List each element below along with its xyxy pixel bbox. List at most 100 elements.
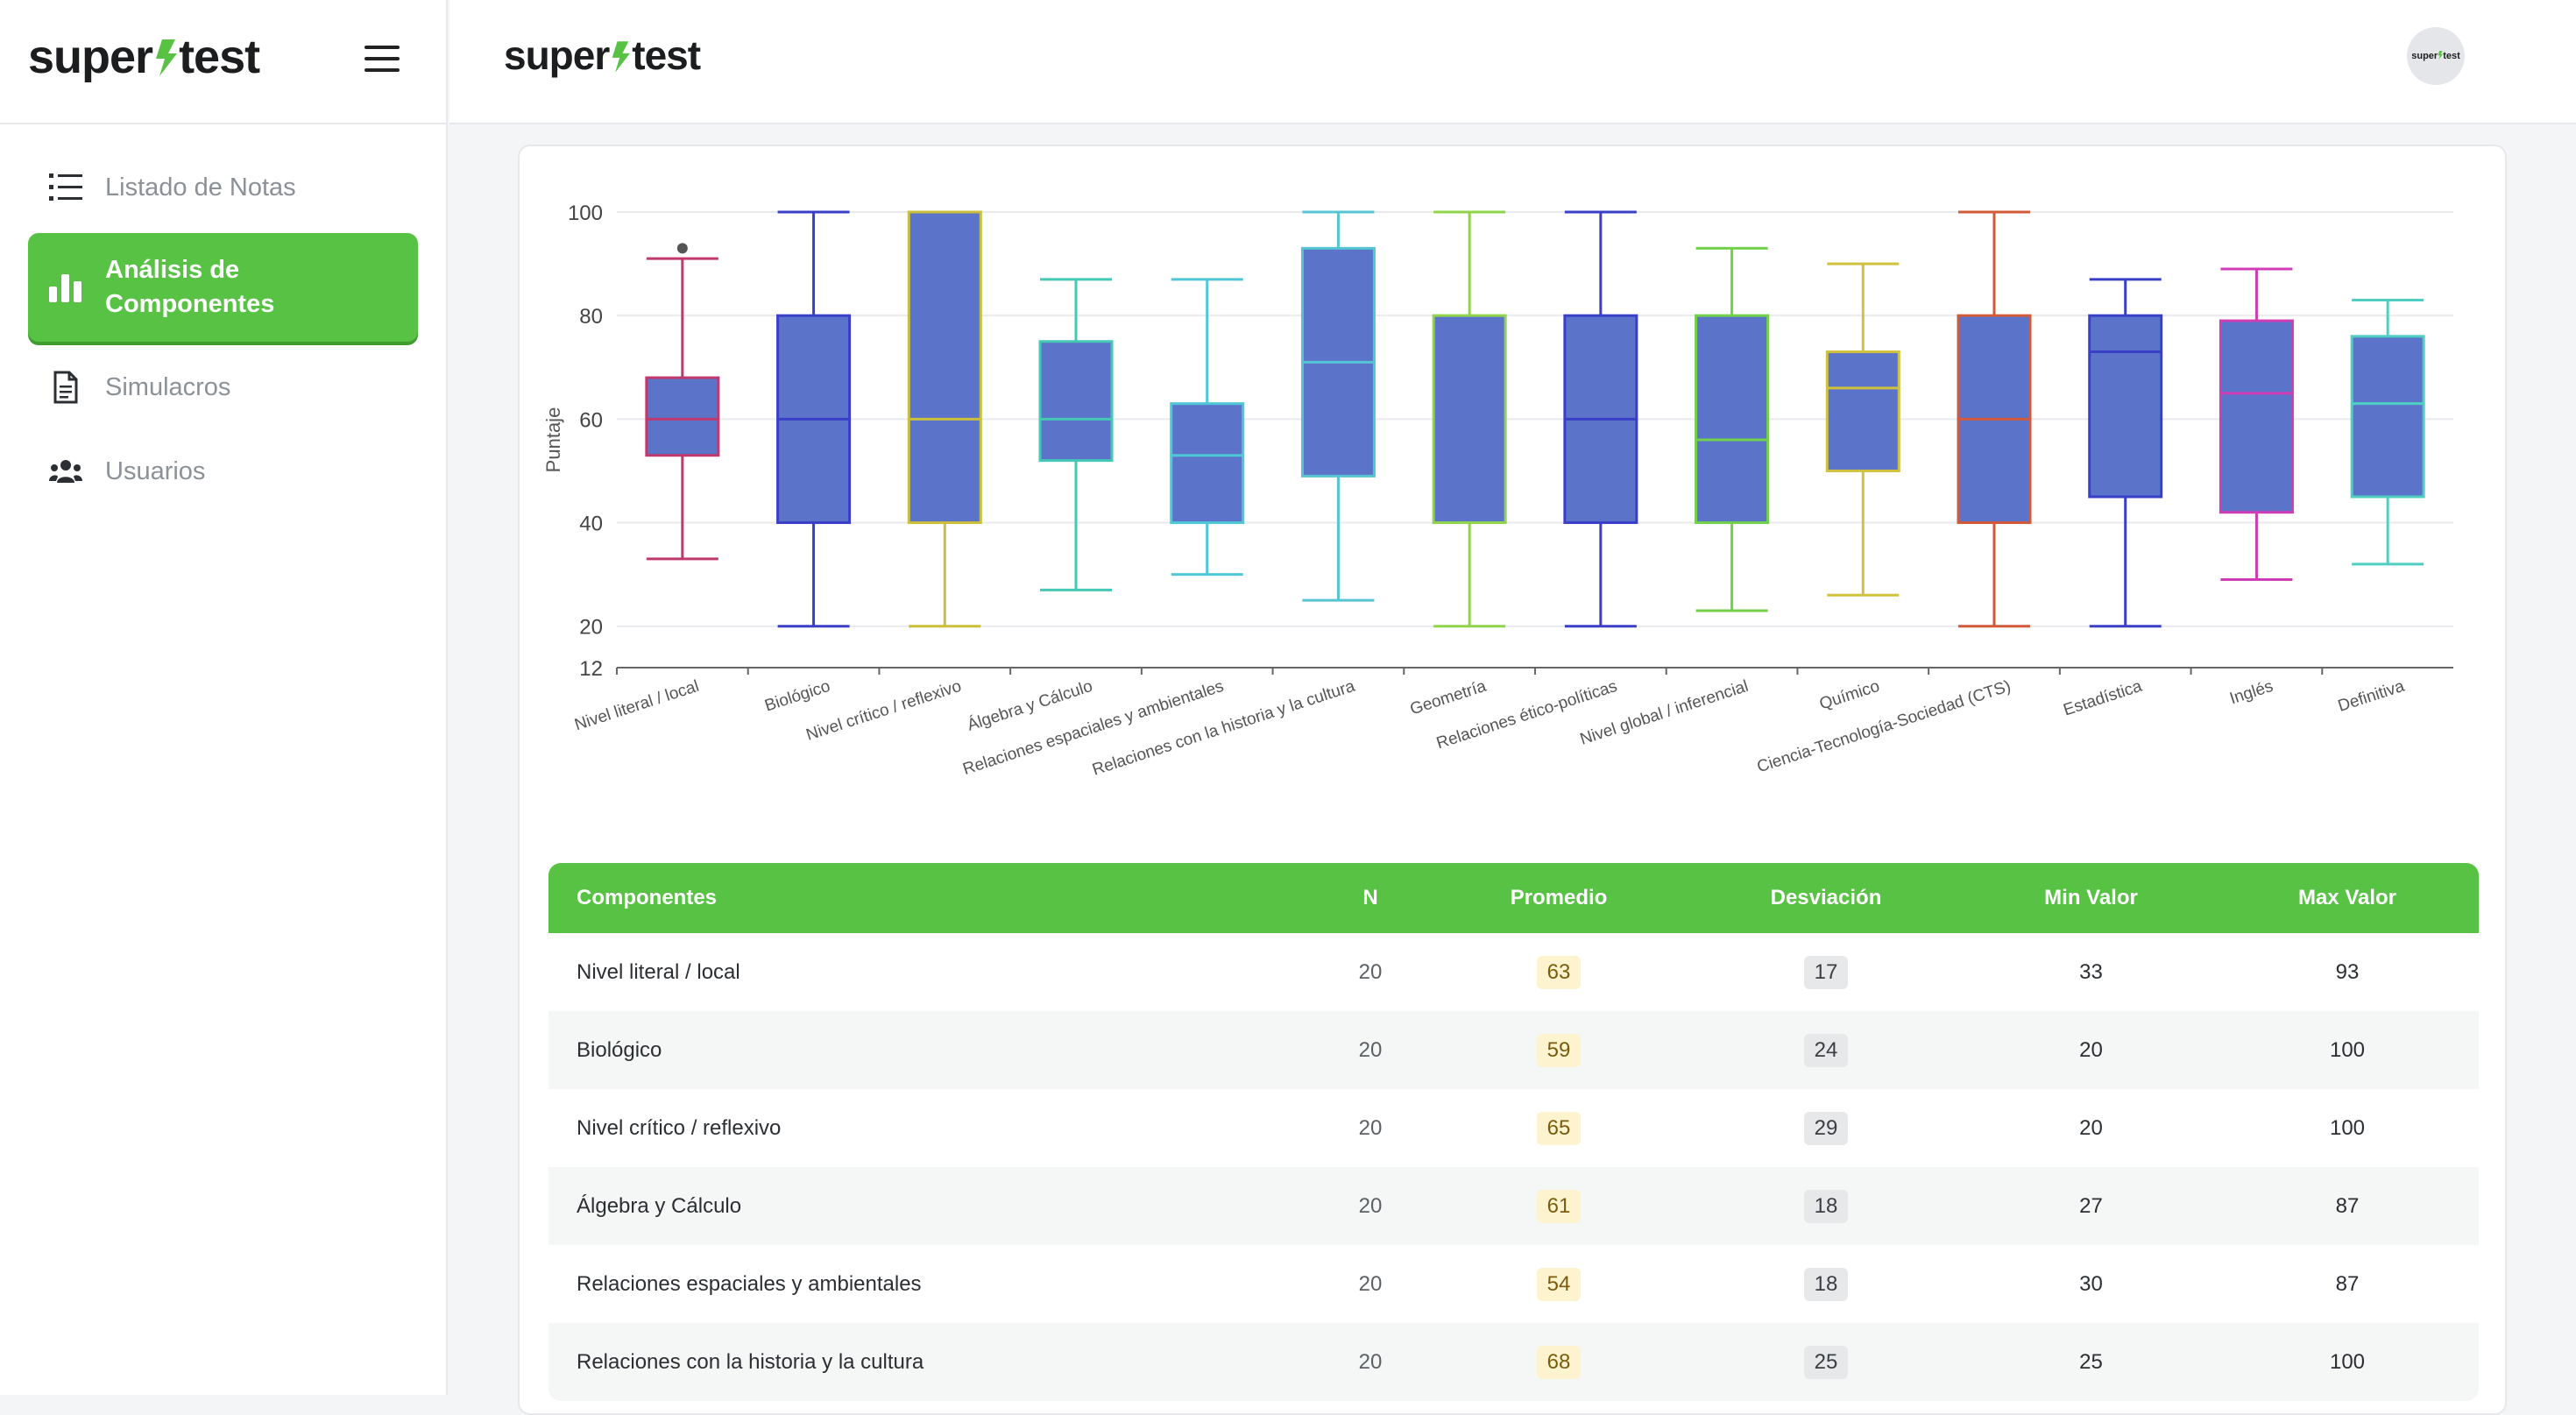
table-header: Componentes N Promedio Desviación Min Va…: [548, 863, 2479, 933]
table-row[interactable]: Álgebra y Cálculo 20 61 18 27 87: [548, 1167, 2479, 1245]
cell-max: 100: [2329, 1115, 2366, 1140]
cell-max: 100: [2329, 1349, 2366, 1374]
cell-n: 20: [1358, 1037, 1383, 1062]
sidebar-item-label: Análisis de Componentes: [105, 255, 275, 318]
cell-componente: Nivel literal / local: [577, 959, 740, 984]
box: [1695, 314, 1770, 525]
cell-desviacion-badge: 29: [1803, 1111, 1849, 1145]
cell-min: 25: [2079, 1349, 2103, 1374]
cell-promedio-badge: 61: [1536, 1189, 1582, 1223]
x-tick-label: Ciencia-Tecnología-Sociedad (CTS): [1755, 677, 2013, 777]
header-logo[interactable]: super test: [504, 32, 701, 82]
table-row[interactable]: Relaciones espaciales y ambientales 20 5…: [548, 1245, 2479, 1323]
bolt-icon: [611, 35, 631, 82]
cell-promedio-badge: 63: [1536, 955, 1582, 989]
x-tick-label: Biológico: [762, 677, 832, 716]
cell-max: 87: [2335, 1271, 2360, 1296]
sidebar-item-analisis-de-componentes[interactable]: Análisis de Componentes: [28, 233, 418, 342]
cell-desviacion-badge: 17: [1803, 955, 1849, 989]
cell-n: 20: [1358, 1271, 1383, 1296]
box: [2350, 335, 2425, 499]
cell-componente: Nivel crítico / reflexivo: [577, 1115, 782, 1140]
x-tick-label: Nivel literal / local: [572, 677, 701, 735]
header-componentes[interactable]: Componentes: [577, 886, 718, 909]
cell-min: 20: [2079, 1037, 2103, 1062]
cell-min: 27: [2079, 1193, 2103, 1218]
x-tick-label: Definitiva: [2336, 677, 2407, 716]
box: [1432, 314, 1507, 525]
x-tick-label: Geometría: [1408, 677, 1489, 719]
sidebar-nav: Listado de Notas Análisis de Componentes…: [0, 124, 446, 513]
box-plot-chart: 12 20 40 60 80 100 Puntaje Nivel literal / loca…: [542, 202, 2453, 780]
sidebar-header: super test: [0, 0, 446, 124]
bolt-icon: [2438, 50, 2444, 62]
box: [645, 376, 720, 457]
cell-promedio-badge: 68: [1536, 1345, 1582, 1379]
sidebar-item-label: Listado de Notas: [105, 173, 296, 202]
cell-promedio-badge: 54: [1536, 1267, 1582, 1301]
header-min-valor[interactable]: Min Valor: [2044, 886, 2138, 909]
x-tick-label: Inglés: [2227, 677, 2275, 709]
box: [2088, 314, 2163, 499]
sidebar-item-simulacros[interactable]: Simulacros: [0, 345, 446, 429]
bar-chart-icon: [49, 271, 82, 304]
box: [2219, 319, 2294, 514]
cell-n: 20: [1358, 1349, 1383, 1374]
cell-max: 100: [2329, 1037, 2366, 1062]
cell-min: 30: [2079, 1271, 2103, 1296]
cell-promedio-badge: 65: [1536, 1111, 1582, 1145]
table-body: Nivel literal / local 20 63 17 33 93 Bio…: [548, 933, 2479, 1401]
y-tick-label: 20: [579, 616, 603, 640]
cell-max: 93: [2335, 959, 2360, 984]
box: [1825, 350, 1900, 472]
table-row[interactable]: Nivel literal / local 20 63 17 33 93: [548, 933, 2479, 1011]
top-bar: super test super test: [449, 0, 2576, 124]
cell-n: 20: [1358, 1193, 1383, 1218]
header-max-valor[interactable]: Max Valor: [2297, 886, 2397, 909]
x-tick-label: Estadística: [2061, 677, 2144, 720]
cell-n: 20: [1358, 1115, 1383, 1140]
cell-promedio-badge: 59: [1536, 1033, 1582, 1067]
outlier-point: [676, 243, 688, 254]
cell-max: 87: [2335, 1193, 2360, 1218]
cell-componente: Relaciones con la historia y la cultura: [577, 1349, 924, 1374]
analysis-card: 12 20 40 60 80 100 Puntaje Nivel literal / loca…: [518, 145, 2507, 1415]
cell-n: 20: [1358, 959, 1383, 984]
users-icon: [49, 455, 82, 488]
header-promedio[interactable]: Promedio: [1510, 886, 1608, 909]
user-avatar[interactable]: super test: [2407, 27, 2465, 85]
table-row[interactable]: Relaciones con la historia y la cultura …: [548, 1323, 2479, 1401]
menu-toggle-button[interactable]: [364, 46, 400, 75]
cell-componente: Álgebra y Cálculo: [577, 1193, 742, 1218]
y-tick-label: 100: [568, 202, 603, 225]
cell-desviacion-badge: 18: [1803, 1267, 1849, 1301]
header-desviacion[interactable]: Desviación: [1770, 886, 1882, 909]
cell-desviacion-badge: 18: [1803, 1189, 1849, 1223]
list-icon: [49, 171, 82, 204]
sidebar-item-usuarios[interactable]: Usuarios: [0, 429, 446, 513]
cell-desviacion-badge: 24: [1803, 1033, 1849, 1067]
components-table: Componentes N Promedio Desviación Min Va…: [548, 863, 2479, 1401]
cell-componente: Relaciones espaciales y ambientales: [577, 1271, 922, 1296]
cell-componente: Biológico: [577, 1037, 662, 1062]
y-tick-label: 40: [579, 513, 603, 536]
table-row[interactable]: Biológico 20 59 24 20 100: [548, 1011, 2479, 1089]
app-logo[interactable]: super test: [28, 30, 260, 88]
box: [907, 210, 982, 525]
x-tick-label: Químico: [1817, 677, 1882, 714]
box: [1170, 402, 1245, 525]
sidebar-item-label: Simulacros: [105, 372, 231, 401]
y-tick-label: 80: [579, 305, 603, 329]
y-tick-label: 60: [579, 408, 603, 432]
y-tick-label: 12: [579, 657, 603, 681]
y-axis-label: Puntaje: [542, 407, 564, 473]
header-n[interactable]: N: [1362, 886, 1378, 909]
cell-desviacion-badge: 25: [1803, 1345, 1849, 1379]
sidebar: super test Listado de Notas Análisis de C…: [0, 0, 448, 1395]
cell-min: 20: [2079, 1115, 2103, 1140]
sidebar-item-label: Usuarios: [105, 456, 206, 485]
bolt-icon: [154, 33, 178, 88]
table-row[interactable]: Nivel crítico / reflexivo 20 65 29 20 10…: [548, 1089, 2479, 1167]
box: [1038, 340, 1114, 463]
sidebar-item-listado-de-notas[interactable]: Listado de Notas: [0, 145, 446, 230]
